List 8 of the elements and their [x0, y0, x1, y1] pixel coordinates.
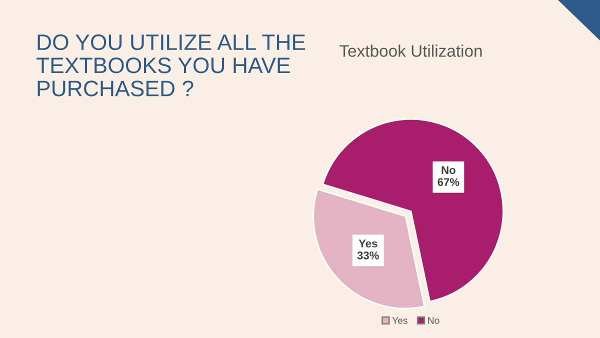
- legend-label: Yes: [392, 317, 408, 324]
- data-label: 33%: [357, 252, 379, 260]
- legend-label: No: [428, 317, 440, 324]
- data-label: 67%: [438, 178, 460, 186]
- chart-subtitle: Textbook Utilization: [340, 44, 482, 57]
- slice-label: Yes: [358, 240, 378, 248]
- chart-title: DO YOU UTILIZE ALL THE TEXTBOOKS YOU HAVE PURCHASED ?: [36, 34, 306, 96]
- slice-label: No: [442, 166, 456, 174]
